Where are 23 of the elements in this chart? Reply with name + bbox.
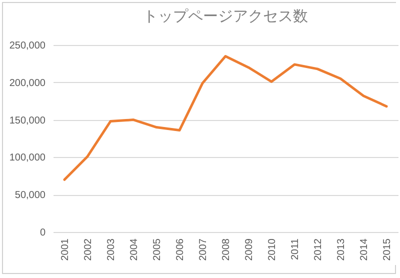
x-tick-label: 2013 [336, 238, 347, 261]
x-tick-label: 2015 [382, 238, 393, 261]
x-tick-label: 2008 [221, 238, 232, 261]
x-tick-label: 2007 [198, 238, 209, 261]
y-tick-label: 200,000 [9, 78, 46, 89]
x-tick-label: 2012 [313, 238, 324, 261]
x-tick-label: 2002 [83, 238, 94, 261]
y-tick-label: 100,000 [9, 152, 46, 164]
y-tick-label: 150,000 [9, 115, 46, 126]
y-tick-label: 0 [40, 228, 46, 238]
x-tick-label: 2005 [152, 238, 163, 261]
x-tick-label: 2014 [359, 238, 370, 261]
chart-title: トップページアクセス数 [143, 7, 308, 25]
line-series [63, 54, 388, 181]
x-tick-label: 2004 [129, 238, 140, 261]
x-tick-label: 2011 [290, 238, 301, 260]
x-tick-label: 2003 [106, 238, 117, 261]
x-tick-label: 2006 [175, 238, 186, 261]
y-tick-label: 250,000 [9, 40, 46, 52]
x-tick-label: 2001 [60, 238, 71, 261]
x-tick-label: 2009 [244, 238, 255, 261]
x-tick-label: 2010 [267, 238, 278, 261]
y-tick-label: 50,000 [14, 190, 46, 202]
